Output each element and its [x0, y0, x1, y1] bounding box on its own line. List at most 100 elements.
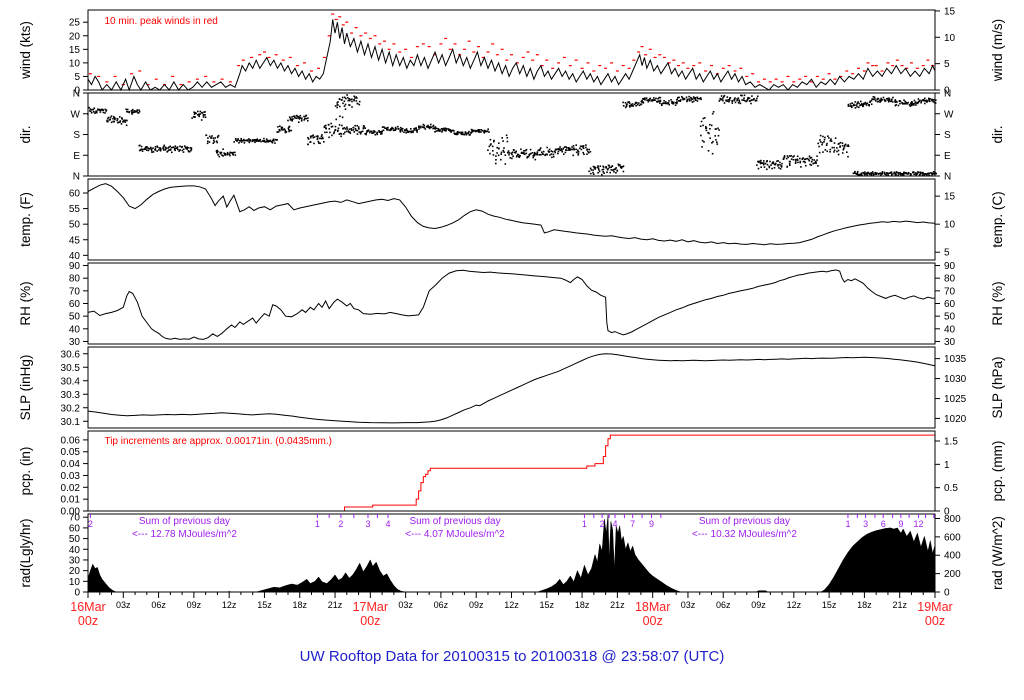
rad-daymark-label: 3 — [863, 519, 868, 529]
hour-tick-label: 15z — [540, 600, 555, 610]
day-label-date: 19Mar — [917, 600, 952, 614]
rh-left-axis-label: RH (%) — [18, 281, 33, 325]
dir-left-tick-label: N — [73, 172, 80, 183]
hour-tick-label: 18z — [857, 600, 872, 610]
pcp-annotation: Tip increments are approx. 0.00171in. (0… — [104, 436, 332, 447]
slp-left-tick-label: 30.1 — [61, 417, 81, 428]
slp-right-tick-label: 1020 — [944, 414, 967, 425]
hour-tick-label: 12z — [787, 600, 802, 610]
hour-tick-label: 15z — [822, 600, 837, 610]
panel-pcp: 0.000.010.020.030.040.050.06 0 0.5 1 1.5 pcp.… — [18, 430, 1005, 518]
rh-right-tick-label: 70 — [944, 286, 956, 297]
hour-tick-label: 09z — [751, 600, 766, 610]
slp-right-tick-label: 1025 — [944, 394, 967, 405]
hour-tick-label: 03z — [116, 600, 131, 610]
hour-tick-label: 06z — [434, 600, 449, 610]
day-label-hour: 00z — [925, 614, 945, 628]
pcp-right-tick-label: 1.5 — [944, 437, 958, 448]
slp-right-tick-label: 1030 — [944, 374, 967, 385]
wind-left-tick-label: 10 — [69, 58, 81, 69]
hour-tick-label: 06z — [716, 600, 731, 610]
time-axis: 03z 06z 09z 12z 15z 18z 21z 03z 06z 09z 12z 15z 18z 2… — [70, 592, 953, 628]
rad-daymark-label: 1 — [315, 519, 320, 529]
rh-right-tick-label: 80 — [944, 274, 956, 285]
pcp-left-tick-label: 0.00 — [61, 507, 81, 518]
temp-left-tick-label: 55 — [69, 204, 81, 215]
dir-left-tick-label: W — [71, 109, 81, 120]
rad-annotation: Sum of previous day — [699, 516, 790, 527]
pcp-left-tick-label: 0.02 — [61, 483, 81, 494]
rad-daymark-label: 12 — [914, 519, 924, 529]
rh-right-tick-label: 50 — [944, 312, 956, 323]
day-label-hour: 00z — [78, 614, 98, 628]
wind-left-tick-label: 0 — [74, 86, 80, 97]
wind-right-tick-label: 0 — [944, 86, 950, 97]
humidity-trace — [87, 269, 936, 340]
dir-panel-border — [87, 92, 936, 177]
rad-daymark-label: 6 — [881, 519, 886, 529]
temp-left-tick-label: 45 — [69, 235, 81, 246]
rad-annotation: Sum of previous day — [139, 516, 230, 527]
direction-scatter — [87, 94, 937, 177]
rad-daymark-label: 1 — [845, 519, 850, 529]
rad-annotation: <--- 4.07 MJoules/m^2 — [405, 529, 505, 540]
pcp-right-tick-label: 0 — [944, 507, 950, 518]
rh-right-axis-label: RH (%) — [990, 281, 1005, 325]
dir-left-axis-label: dir. — [18, 125, 33, 143]
rh-left-tick-label: 60 — [69, 299, 81, 310]
dir-right-tick-label: N — [944, 172, 951, 183]
panel-temp: 40 45 50 55 60 5 10 15 temp. (F) temp. (C) — [18, 178, 1005, 262]
hour-tick-label: 06z — [151, 600, 166, 610]
rad-left-tick-label: 50 — [69, 534, 81, 545]
rad-daymark-label: 2 — [338, 519, 343, 529]
rad-left-tick-label: 10 — [69, 577, 81, 588]
rad-daymark-label: 2 — [600, 519, 605, 529]
hour-tick-label: 09z — [469, 600, 484, 610]
rad-left-axis-label: rad(Lgly/hr) — [18, 518, 33, 587]
pcp-left-tick-label: 0.06 — [61, 435, 81, 446]
rad-right-tick-label: 0 — [944, 588, 950, 599]
wind-right-tick-label: 15 — [944, 6, 956, 17]
hour-tick-label: 21z — [892, 600, 907, 610]
rh-right-tick-label: 60 — [944, 299, 956, 310]
rh-left-tick-label: 90 — [69, 261, 81, 272]
pcp-right-tick-label: 1 — [944, 460, 950, 471]
rad-left-tick-label: 30 — [69, 555, 81, 566]
slp-right-tick-label: 1035 — [944, 354, 967, 365]
hour-tick-label: 21z — [610, 600, 625, 610]
rh-left-tick-label: 80 — [69, 274, 81, 285]
radiation-area — [87, 515, 936, 593]
dir-right-tick-label: W — [944, 109, 954, 120]
pcp-left-axis-label: pcp. (in) — [18, 447, 33, 496]
wind-average-trace — [87, 19, 936, 92]
panel-rad: 0102030405060700200400600800rad(Lgly/hr)… — [18, 513, 1005, 599]
slp-left-axis-label: SLP (inHg) — [18, 355, 33, 421]
wind-left-tick-label: 5 — [74, 72, 80, 83]
wind-left-tick-label: 15 — [69, 45, 81, 56]
wind-left-tick-label: 25 — [69, 18, 81, 29]
rad-right-tick-label: 200 — [944, 569, 961, 580]
pcp-left-tick-label: 0.03 — [61, 471, 81, 482]
slp-left-tick-label: 30.3 — [61, 390, 81, 401]
hour-tick-label: 12z — [504, 600, 519, 610]
dir-right-axis-label: dir. — [990, 125, 1005, 143]
rad-left-tick-label: 70 — [69, 513, 81, 524]
hour-tick-label: 21z — [328, 600, 343, 610]
rh-left-tick-label: 40 — [69, 324, 81, 335]
hour-tick-label: 09z — [187, 600, 202, 610]
rad-daymark-label: 1 — [582, 519, 587, 529]
rad-left-tick-label: 0 — [74, 588, 80, 599]
wind-right-tick-label: 5 — [944, 59, 950, 70]
rad-daymark-label: 9 — [898, 519, 903, 529]
pressure-trace — [87, 353, 936, 424]
dir-right-tick-label: S — [944, 130, 951, 141]
hour-tick-label: 18z — [292, 600, 307, 610]
rh-panel-border — [87, 262, 936, 345]
dir-left-tick-label: N — [73, 89, 80, 100]
pcp-left-tick-label: 0.05 — [61, 447, 81, 458]
rad-left-tick-label: 60 — [69, 523, 81, 534]
rad-left-tick-label: 20 — [69, 566, 81, 577]
